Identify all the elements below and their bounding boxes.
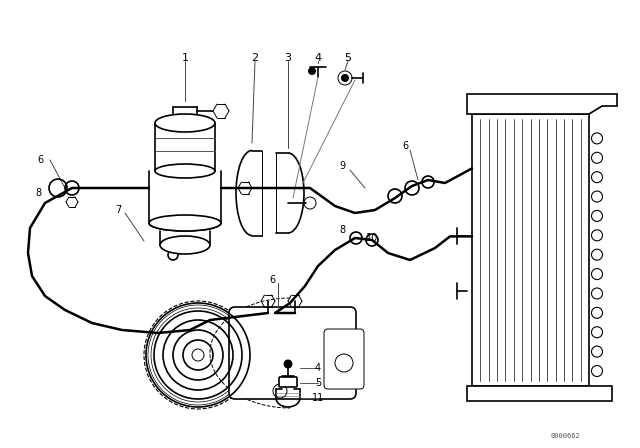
Circle shape (591, 133, 602, 144)
Bar (472, 114, 589, 386)
Polygon shape (467, 94, 617, 114)
Circle shape (308, 68, 316, 74)
Text: 6: 6 (37, 155, 43, 165)
Text: 6: 6 (402, 141, 408, 151)
Ellipse shape (155, 164, 215, 178)
Text: 6: 6 (269, 275, 275, 285)
Text: 7: 7 (115, 205, 121, 215)
Circle shape (284, 360, 292, 368)
Text: 3: 3 (285, 53, 291, 63)
Text: 5: 5 (344, 53, 351, 63)
Circle shape (591, 288, 602, 299)
FancyBboxPatch shape (279, 377, 297, 387)
Circle shape (591, 152, 602, 163)
Text: 11: 11 (312, 393, 324, 403)
Text: 8: 8 (339, 225, 345, 235)
FancyBboxPatch shape (324, 329, 364, 389)
Circle shape (591, 249, 602, 260)
Text: 8: 8 (35, 188, 41, 198)
Ellipse shape (155, 114, 215, 132)
Text: 4: 4 (314, 53, 321, 63)
Text: 2: 2 (252, 53, 259, 63)
Circle shape (591, 269, 602, 280)
Circle shape (591, 230, 602, 241)
Ellipse shape (160, 236, 210, 254)
Text: 1: 1 (182, 53, 189, 63)
Ellipse shape (149, 215, 221, 231)
Circle shape (591, 307, 602, 319)
Circle shape (591, 346, 602, 357)
Circle shape (342, 74, 349, 82)
Circle shape (591, 366, 602, 376)
Circle shape (591, 211, 602, 221)
Text: 0000662: 0000662 (550, 433, 580, 439)
FancyBboxPatch shape (229, 307, 356, 399)
Text: 10: 10 (366, 233, 378, 243)
Circle shape (591, 172, 602, 183)
Circle shape (591, 327, 602, 338)
Text: 9: 9 (339, 161, 345, 171)
Circle shape (591, 191, 602, 202)
Bar (467, 386, 612, 401)
Text: 5: 5 (315, 378, 321, 388)
Text: 4: 4 (315, 363, 321, 373)
